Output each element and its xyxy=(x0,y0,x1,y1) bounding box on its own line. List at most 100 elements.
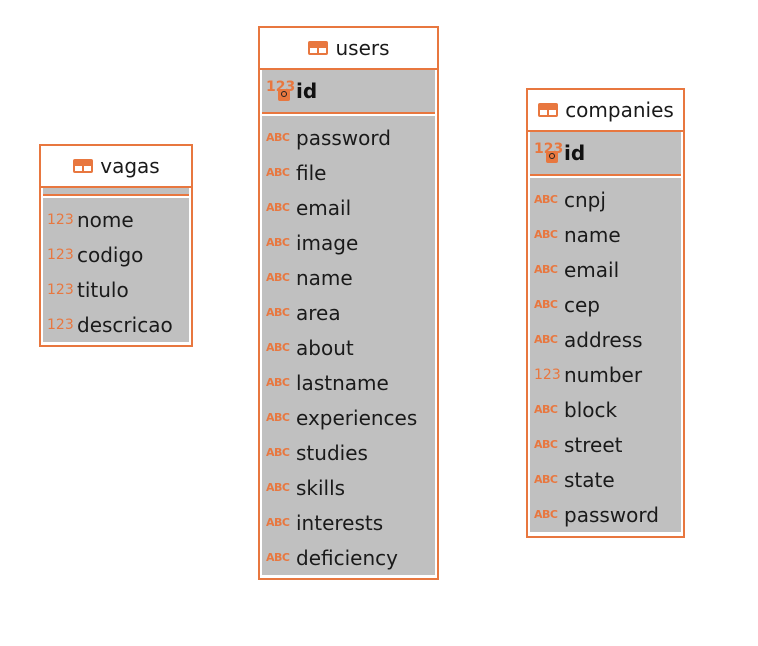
pk-column[interactable]: 123 id xyxy=(262,79,317,103)
column-row[interactable]: ABC about xyxy=(262,330,435,365)
text-type-icon: ABC xyxy=(266,236,290,249)
numeric-type-icon: 123 xyxy=(47,211,74,228)
numeric-type-icon: 123 xyxy=(534,366,561,383)
column-name: codigo xyxy=(77,242,144,267)
entity-header: companies xyxy=(528,90,683,132)
column-row[interactable]: ABC state xyxy=(530,462,681,497)
text-type-icon: ABC xyxy=(266,551,290,564)
text-type-icon: ABC xyxy=(534,333,558,346)
column-list: ABC cnpj ABC name ABC email ABC cep ABC address 12… xyxy=(530,178,681,532)
entity-header: vagas xyxy=(41,146,191,188)
text-type-icon: ABC xyxy=(266,446,290,459)
column-name: email xyxy=(296,195,352,220)
column-row[interactable]: ABC file xyxy=(262,155,435,190)
column-name: descricao xyxy=(77,312,173,337)
column-name: id xyxy=(296,79,318,103)
column-list: ABC password ABC file ABC email ABC image ABC nam… xyxy=(262,116,435,575)
column-name: file xyxy=(296,160,327,185)
pk-section: 123 id xyxy=(530,132,681,176)
primary-key-icon: 123 xyxy=(266,79,295,103)
column-row[interactable]: 123 nome xyxy=(43,202,189,237)
text-type-icon: ABC xyxy=(534,508,558,521)
entity-vagas[interactable]: vagas 123 nome 123 codigo 123 titulo 123 descri… xyxy=(39,144,193,347)
column-name: name xyxy=(564,222,621,247)
text-type-icon: ABC xyxy=(534,263,558,276)
column-row[interactable]: ABC name xyxy=(530,217,681,252)
column-name: area xyxy=(296,300,341,325)
column-name: address xyxy=(564,327,643,352)
pk-section xyxy=(43,188,189,196)
column-row[interactable]: ABC block xyxy=(530,392,681,427)
column-name: number xyxy=(564,362,643,387)
text-type-icon: ABC xyxy=(534,298,558,311)
entity-companies[interactable]: companies 123 id ABC cnpj ABC name ABC email A… xyxy=(526,88,685,538)
column-name: experiences xyxy=(296,405,418,430)
text-type-icon: ABC xyxy=(266,376,290,389)
text-type-icon: ABC xyxy=(534,438,558,451)
column-name: titulo xyxy=(77,277,129,302)
column-name: interests xyxy=(296,510,384,535)
column-name: cnpj xyxy=(564,187,606,212)
column-name: password xyxy=(296,125,391,150)
column-name: state xyxy=(564,467,615,492)
column-name: street xyxy=(564,432,623,457)
text-type-icon: ABC xyxy=(534,473,558,486)
column-name: image xyxy=(296,230,359,255)
text-type-icon: ABC xyxy=(266,411,290,424)
numeric-type-icon: 123 xyxy=(47,246,74,263)
column-row[interactable]: ABC skills xyxy=(262,470,435,505)
entity-title: companies xyxy=(565,98,674,122)
primary-key-icon: 123 xyxy=(534,141,563,165)
entity-title: vagas xyxy=(100,154,160,178)
column-row[interactable]: ABC interests xyxy=(262,505,435,540)
text-type-icon: ABC xyxy=(266,166,290,179)
table-icon xyxy=(538,103,559,117)
column-row[interactable]: ABC email xyxy=(530,252,681,287)
column-row[interactable]: ABC password xyxy=(262,120,435,155)
text-type-icon: ABC xyxy=(266,481,290,494)
column-row[interactable]: 123 number xyxy=(530,357,681,392)
entity-users[interactable]: users 123 id ABC password ABC file ABC email A… xyxy=(258,26,439,580)
text-type-icon: ABC xyxy=(266,516,290,529)
text-type-icon: ABC xyxy=(534,228,558,241)
column-name: block xyxy=(564,397,618,422)
column-row[interactable]: ABC deficiency xyxy=(262,540,435,575)
column-row[interactable]: ABC area xyxy=(262,295,435,330)
column-name: nome xyxy=(77,207,134,232)
column-row[interactable]: ABC experiences xyxy=(262,400,435,435)
column-row[interactable]: ABC street xyxy=(530,427,681,462)
column-row[interactable]: 123 codigo xyxy=(43,237,189,272)
numeric-type-icon: 123 xyxy=(47,281,74,298)
column-row[interactable]: ABC cnpj xyxy=(530,182,681,217)
column-row[interactable]: 123 titulo xyxy=(43,272,189,307)
column-name: cep xyxy=(564,292,600,317)
column-row[interactable]: ABC email xyxy=(262,190,435,225)
column-row[interactable]: ABC password xyxy=(530,497,681,532)
column-row[interactable]: ABC cep xyxy=(530,287,681,322)
column-name: password xyxy=(564,502,659,527)
column-name: id xyxy=(564,141,586,165)
text-type-icon: ABC xyxy=(266,201,290,214)
pk-section: 123 id xyxy=(262,70,435,114)
table-icon xyxy=(308,41,329,55)
column-row[interactable]: 123 descricao xyxy=(43,307,189,342)
column-name: about xyxy=(296,335,354,360)
entity-header: users xyxy=(260,28,437,70)
column-name: email xyxy=(564,257,620,282)
column-name: studies xyxy=(296,440,368,465)
column-name: skills xyxy=(296,475,346,500)
text-type-icon: ABC xyxy=(266,306,290,319)
column-row[interactable]: ABC name xyxy=(262,260,435,295)
numeric-type-icon: 123 xyxy=(47,316,74,333)
column-name: deficiency xyxy=(296,545,398,570)
text-type-icon: ABC xyxy=(266,271,290,284)
pk-column[interactable]: 123 id xyxy=(530,141,585,165)
column-row[interactable]: ABC lastname xyxy=(262,365,435,400)
column-name: name xyxy=(296,265,353,290)
column-row[interactable]: ABC studies xyxy=(262,435,435,470)
text-type-icon: ABC xyxy=(534,403,558,416)
column-row[interactable]: ABC address xyxy=(530,322,681,357)
table-icon xyxy=(73,159,94,173)
column-row[interactable]: ABC image xyxy=(262,225,435,260)
entity-title: users xyxy=(335,36,390,60)
